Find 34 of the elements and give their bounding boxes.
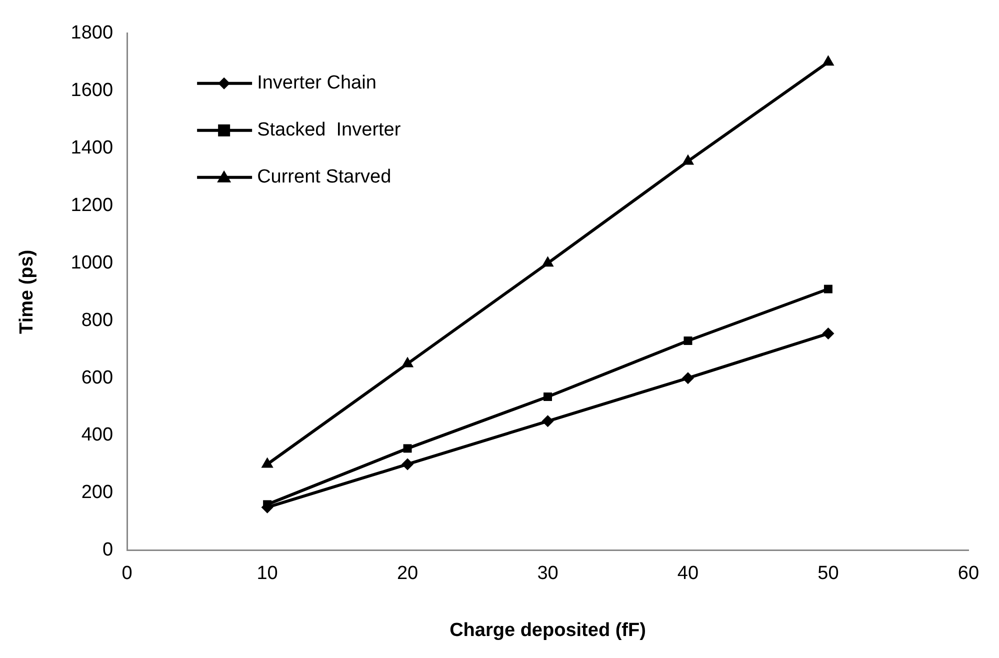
y-tick-label: 800 <box>81 310 114 331</box>
point <box>542 256 554 267</box>
x-tick-label: 50 <box>818 563 839 584</box>
point <box>684 336 692 345</box>
point <box>822 328 834 340</box>
point <box>542 415 554 428</box>
point <box>403 444 412 453</box>
point <box>544 392 552 401</box>
legend-label: Current Starved <box>257 166 392 188</box>
x-axis-title: Charge deposited (fF) <box>450 620 646 641</box>
x-tick-label: 0 <box>122 563 132 584</box>
y-tick-label: 1800 <box>70 22 114 44</box>
y-tick-label: 1200 <box>70 194 114 216</box>
legend-label: Inverter Chain <box>257 72 376 94</box>
y-tick-label: 600 <box>81 367 114 388</box>
y-tick-label: 1600 <box>70 80 114 102</box>
point <box>824 284 832 294</box>
point <box>402 458 414 470</box>
x-tick-label: 60 <box>958 563 980 584</box>
legend-label: Stacked Inverter <box>257 120 402 141</box>
y-tick-label: 0 <box>102 540 114 561</box>
y-tick-label: 1400 <box>70 138 114 159</box>
point <box>822 55 834 66</box>
x-tick-label: 20 <box>396 563 418 584</box>
x-tick-label: 10 <box>256 563 278 584</box>
y-axis-title: Time (ps) <box>16 250 38 334</box>
x-tick-label: 40 <box>677 563 699 584</box>
y-tick-label: 200 <box>81 482 114 504</box>
x-tick-label: 30 <box>537 563 558 584</box>
point <box>682 154 694 165</box>
y-tick-label: 400 <box>81 424 114 446</box>
y-tick-label: 1000 <box>70 252 114 274</box>
point <box>401 356 414 368</box>
point <box>682 372 694 384</box>
